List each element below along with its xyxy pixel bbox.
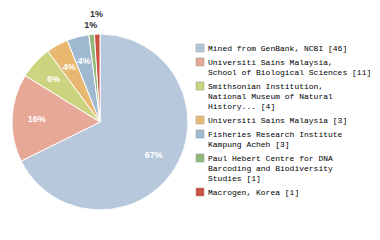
legend-label-line: Kampung Acheh [3] [208, 140, 290, 149]
legend-label-line: Barcoding and Biodiversity [208, 164, 333, 173]
data-label: 6% [47, 74, 60, 84]
legend-label: Paul Hebert Centre for DNABarcoding and … [208, 154, 333, 183]
legend-swatch [196, 44, 204, 52]
data-label: 4% [78, 56, 91, 66]
legend-item: Fisheries Research InstituteKampung Ache… [196, 130, 343, 149]
legend-label-line: Smithsonian Institution, [208, 82, 323, 91]
legend-label: Mined from GenBank, NCBI [46] [208, 44, 347, 53]
legend-label: Universiti Sains Malaysia,School of Biol… [208, 58, 371, 77]
legend-label-line: Macrogen, Korea [1] [208, 188, 299, 197]
data-label: 67% [145, 150, 163, 160]
legend-swatch [196, 82, 204, 90]
legend-label-line: School of Biological Sciences [11] [208, 68, 371, 77]
legend: Mined from GenBank, NCBI [46] Universiti … [196, 44, 371, 197]
legend-label: Macrogen, Korea [1] [208, 188, 299, 197]
legend-item: Smithsonian Institution,National Museum … [196, 82, 333, 111]
legend-label-line: Universiti Sains Malaysia, [208, 58, 333, 67]
legend-item: Universiti Sains Malaysia [3] [196, 116, 347, 125]
data-label: 16% [28, 114, 46, 124]
legend-label: Smithsonian Institution,National Museum … [208, 82, 333, 111]
data-label: 1% [84, 20, 97, 30]
legend-swatch [196, 116, 204, 124]
legend-label-line: Mined from GenBank, NCBI [46] [208, 44, 347, 53]
legend-swatch [196, 130, 204, 138]
legend-label-line: Fisheries Research Institute [208, 130, 343, 139]
legend-label-line: Universiti Sains Malaysia [3] [208, 116, 347, 125]
legend-swatch [196, 188, 204, 196]
legend-label-line: Studies [1] [208, 174, 261, 183]
legend-swatch [196, 154, 204, 162]
legend-label: Fisheries Research InstituteKampung Ache… [208, 130, 343, 149]
data-label: 4% [63, 62, 76, 72]
pie [12, 34, 188, 210]
chart: 67%16%6%4%4%1%1%Mined from GenBank, NCBI… [0, 0, 380, 240]
pie-slice [94, 34, 100, 122]
legend-item: Macrogen, Korea [1] [196, 188, 299, 197]
legend-label-line: Paul Hebert Centre for DNA [208, 154, 333, 163]
legend-item: Mined from GenBank, NCBI [46] [196, 44, 347, 53]
legend-label: Universiti Sains Malaysia [3] [208, 116, 347, 125]
pie-slice [89, 34, 100, 122]
legend-item: Universiti Sains Malaysia,School of Biol… [196, 58, 371, 77]
legend-item: Paul Hebert Centre for DNABarcoding and … [196, 154, 333, 183]
data-label: 1% [90, 9, 103, 19]
legend-swatch [196, 58, 204, 66]
data-labels: 67%16%6%4%4%1%1% [28, 9, 163, 160]
legend-label-line: History... [4] [208, 102, 275, 111]
pie-slice [67, 35, 100, 122]
legend-label-line: National Museum of Natural [208, 92, 333, 101]
